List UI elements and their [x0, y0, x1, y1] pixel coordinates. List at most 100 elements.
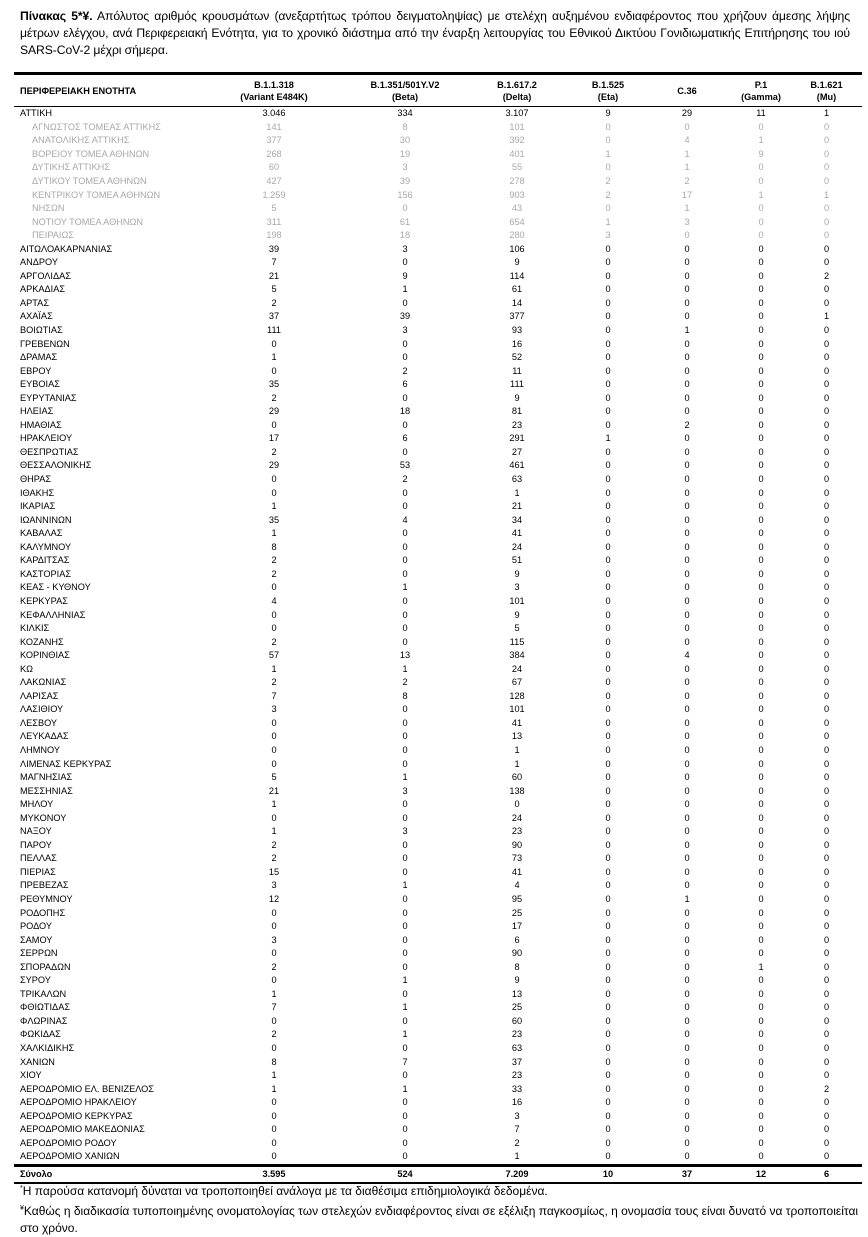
table-row: ΚΟΡΙΝΘΙΑΣ 57 13 384 0 4 0 0 [14, 649, 862, 663]
case-count: 0 [271, 487, 277, 498]
case-count: 0 [823, 541, 830, 552]
region-name: ΠΡΕΒΕΖΑΣ [20, 880, 69, 891]
case-count: 1 [402, 880, 408, 891]
case-count: 9 [514, 392, 520, 403]
case-count: 0 [605, 948, 611, 959]
case-count: 0 [271, 623, 277, 634]
total-label: Σύνολο [20, 1168, 53, 1179]
total-count: 10 [602, 1168, 614, 1179]
region-name: ΘΕΣΠΡΩΤΙΑΣ [20, 446, 79, 457]
region-name: ΗΜΑΘΙΑΣ [20, 419, 62, 430]
case-count: 0 [605, 1097, 611, 1108]
case-count: 0 [402, 961, 408, 972]
case-count: 0 [605, 352, 611, 363]
case-count: 2 [402, 677, 408, 688]
table-row: ΜΕΣΣΗΝΙΑΣ 21 3 138 0 0 0 0 [14, 784, 862, 798]
case-count: 0 [823, 582, 830, 593]
case-count: 280 [509, 230, 525, 241]
case-count: 0 [823, 961, 830, 972]
case-count: 0 [402, 555, 408, 566]
table-row: ΑΡΚΑΔΙΑΣ 5 1 61 0 0 0 0 [14, 283, 862, 297]
case-count: 0 [758, 1151, 764, 1162]
case-count: 0 [823, 1015, 830, 1026]
case-count: 2 [684, 176, 690, 186]
case-count: 0 [684, 121, 690, 132]
subregion-row: ΚΕΝΤΡΙΚΟΥ ΤΟΜΕΑ ΑΘΗΝΩΝ 1.259 156 903 2 17 1 1 [14, 188, 862, 202]
case-count: 0 [823, 297, 830, 308]
case-count: 0 [402, 609, 408, 620]
case-count: 0 [605, 663, 611, 674]
case-count: 0 [758, 446, 764, 457]
case-count: 0 [758, 176, 764, 186]
case-count: 0 [758, 866, 764, 877]
case-count: 198 [266, 230, 282, 241]
case-count: 0 [758, 921, 764, 932]
case-count: 0 [684, 257, 690, 268]
case-count: 2 [823, 1083, 830, 1094]
case-count: 1 [823, 108, 830, 119]
region-name: ΙΘΑΚΗΣ [20, 487, 55, 498]
column-header: B.1.617.2 (Delta) [461, 74, 573, 107]
region-name: ΑΝΔΡΟΥ [20, 257, 59, 268]
case-count: 30 [399, 135, 411, 146]
column-header-line1: B.1.525 [591, 79, 625, 90]
case-count: 4 [684, 650, 690, 661]
case-count: 0 [605, 162, 611, 173]
case-count: 63 [511, 1043, 523, 1053]
table-row: ΓΡΕΒΕΝΩΝ 0 0 16 0 0 0 0 [14, 337, 862, 351]
case-count: 2 [271, 636, 277, 647]
case-count: 73 [511, 853, 523, 864]
case-count: 0 [684, 284, 690, 295]
case-count: 0 [684, 1110, 690, 1121]
case-count: 1 [271, 988, 277, 999]
case-count: 0 [271, 1043, 277, 1053]
footnotes: *Η παρούσα κατανομή δύναται να τροποποιη… [20, 1180, 860, 1237]
case-count: 0 [605, 650, 611, 661]
case-count: 0 [605, 1137, 611, 1148]
table-row: ΕΒΡΟΥ 0 2 11 0 0 0 0 [14, 364, 862, 378]
case-count: 12 [268, 893, 280, 904]
case-count: 8 [402, 690, 408, 701]
case-count: 4 [684, 135, 690, 146]
case-count: 0 [684, 663, 690, 674]
case-count: 0 [402, 595, 408, 606]
case-count: 0 [823, 1110, 830, 1121]
case-count: 0 [684, 352, 690, 363]
case-count: 0 [605, 826, 611, 837]
case-count: 0 [823, 609, 830, 620]
case-count: 0 [684, 1137, 690, 1148]
case-count: 1 [402, 1002, 408, 1013]
case-count: 0 [758, 474, 764, 485]
case-count: 1 [514, 758, 520, 769]
case-count: 141 [266, 121, 282, 132]
case-count: 0 [605, 975, 611, 986]
region-name: ΝΗΣΩΝ [32, 203, 65, 214]
case-count: 0 [271, 474, 277, 485]
case-count: 0 [271, 1151, 277, 1162]
subregion-row: ΝΟΤΙΟΥ ΤΟΜΕΑ ΑΘΗΝΩΝ 311 61 654 1 3 0 0 [14, 215, 862, 229]
table-row: ΑΤΤΙΚΗ 3.046 334 3.107 9 29 11 1 [14, 107, 862, 121]
total-count: 7.209 [505, 1168, 529, 1179]
case-count: 0 [758, 1015, 764, 1026]
case-count: 0 [684, 921, 690, 932]
case-count: 0 [402, 907, 408, 918]
table-row: ΧΙΟΥ 1 0 23 0 0 0 0 [14, 1069, 862, 1083]
case-count: 0 [758, 623, 764, 634]
total-count: 12 [755, 1168, 767, 1179]
case-count: 0 [402, 717, 408, 728]
case-count: 0 [605, 392, 611, 403]
case-count: 5 [271, 772, 277, 783]
case-count: 0 [402, 487, 408, 498]
case-count: 7 [402, 1056, 408, 1067]
case-count: 0 [605, 704, 611, 715]
region-name: ΑΕΡΟΔΡΟΜΙΟ ΕΛ. ΒΕΝΙΖΕΛΟΣ [20, 1083, 154, 1094]
table-row: ΣΑΜΟΥ 3 0 6 0 0 0 0 [14, 933, 862, 947]
region-name: ΚΑΣΤΟΡΙΑΣ [20, 568, 72, 579]
case-count: 1 [271, 799, 277, 810]
case-count: 0 [605, 772, 611, 783]
case-count: 0 [605, 1124, 611, 1135]
case-count: 334 [397, 108, 413, 119]
case-count: 0 [823, 595, 830, 606]
case-count: 0 [758, 717, 764, 728]
case-count: 0 [605, 474, 611, 485]
